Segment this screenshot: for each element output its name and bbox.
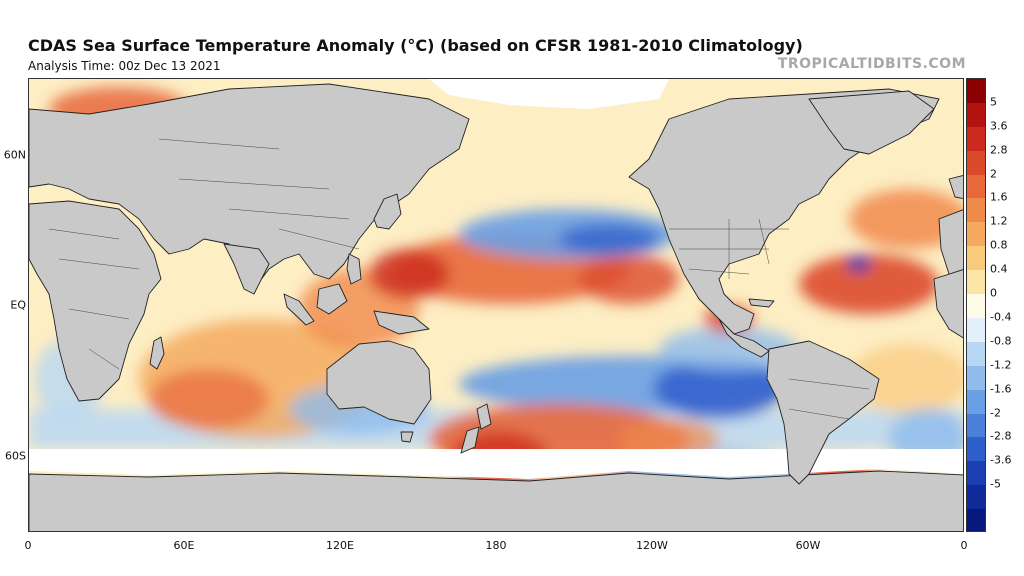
colorbar-swatch bbox=[967, 246, 985, 271]
colorbar-label: 2.8 bbox=[990, 143, 1008, 157]
colorbar-swatch bbox=[967, 294, 985, 319]
lon-label-60e: 60E bbox=[173, 539, 195, 552]
australia bbox=[326, 340, 432, 425]
new-guinea bbox=[373, 310, 430, 335]
tasmania bbox=[400, 431, 414, 443]
colorbar-swatch bbox=[967, 485, 985, 510]
colorbar-swatch bbox=[967, 389, 985, 415]
british-isles bbox=[948, 175, 963, 200]
colorbar-label: 5 bbox=[990, 95, 997, 109]
colorbar-label: -1.6 bbox=[990, 382, 1012, 396]
madagascar bbox=[149, 336, 165, 370]
colorbar-swatch bbox=[967, 270, 985, 295]
map-title: CDAS Sea Surface Temperature Anomaly (°C… bbox=[28, 36, 803, 55]
colorbar-label: -3.6 bbox=[990, 453, 1012, 467]
colorbar-label: 1.6 bbox=[990, 190, 1008, 204]
colorbar bbox=[966, 78, 986, 532]
antarctica bbox=[29, 470, 963, 531]
lon-label-180: 180 bbox=[485, 539, 507, 552]
colorbar-swatch bbox=[967, 317, 985, 343]
borneo bbox=[316, 283, 348, 315]
central-america bbox=[718, 318, 770, 358]
lat-label-60n: 60N bbox=[3, 148, 26, 162]
sumatra bbox=[283, 293, 315, 326]
colorbar-label: 3.6 bbox=[990, 119, 1008, 133]
country-borders bbox=[48, 138, 870, 420]
africa-west-edge bbox=[933, 269, 963, 339]
north-atlantic-cold-spot bbox=[847, 256, 871, 272]
east-pacific-cold bbox=[654, 359, 784, 419]
lon-label-120e: 120E bbox=[326, 539, 354, 552]
new-zealand-north bbox=[476, 403, 492, 430]
colorbar-label: -0.8 bbox=[990, 334, 1012, 348]
ne-pacific-warm bbox=[579, 254, 679, 304]
colorbar-label: -5 bbox=[990, 477, 1001, 491]
lon-label-0-east: 0 bbox=[960, 539, 968, 552]
colorbar-label: 2 bbox=[990, 167, 997, 181]
site-credit: TROPICALTIDBITS.COM bbox=[777, 56, 966, 72]
colorbar-label: 0.8 bbox=[990, 238, 1008, 252]
colorbar-swatch bbox=[967, 341, 985, 367]
colorbar-swatch bbox=[967, 413, 985, 438]
colorbar-swatch bbox=[967, 437, 985, 462]
sst-anomaly-map bbox=[28, 78, 964, 532]
philippines bbox=[346, 253, 362, 285]
greenland bbox=[808, 90, 935, 155]
colorbar-swatch bbox=[967, 79, 985, 104]
north-atlantic-warm bbox=[799, 254, 939, 314]
lon-label-0-west: 0 bbox=[24, 539, 32, 552]
colorbar-swatch bbox=[967, 150, 985, 176]
colorbar-swatch bbox=[967, 174, 985, 199]
subtropical-e-pacific-cool bbox=[659, 327, 799, 371]
cuba bbox=[748, 298, 775, 308]
colorbar-label: -2.8 bbox=[990, 429, 1012, 443]
japan bbox=[373, 193, 402, 230]
south-america bbox=[766, 340, 880, 485]
analysis-time: Analysis Time: 00z Dec 13 2021 bbox=[28, 59, 221, 73]
tropical-atlantic bbox=[849, 344, 963, 414]
colorbar-swatch bbox=[967, 102, 985, 128]
colorbar-swatch bbox=[967, 198, 985, 223]
land bbox=[29, 83, 963, 531]
colorbar-swatch bbox=[967, 222, 985, 247]
colorbar-swatch bbox=[967, 365, 985, 391]
india bbox=[223, 243, 270, 295]
colorbar-swatch bbox=[967, 126, 985, 152]
colorbar-label: 0.4 bbox=[990, 262, 1008, 276]
lat-label-60s: 60S bbox=[5, 449, 26, 463]
lon-label-120w: 120W bbox=[636, 539, 668, 552]
indian-ocean-hot bbox=[149, 369, 269, 429]
colorbar-label: 0 bbox=[990, 286, 997, 300]
lon-label-60w: 60W bbox=[795, 539, 821, 552]
colorbar-swatch bbox=[967, 461, 985, 486]
colorbar-label: -0.4 bbox=[990, 310, 1012, 324]
lat-label-eq: EQ bbox=[10, 298, 26, 312]
subpolar-atlantic-warm bbox=[849, 189, 963, 249]
colorbar-swatch bbox=[967, 509, 985, 531]
eurasia bbox=[29, 83, 470, 290]
map-canvas bbox=[29, 79, 963, 531]
new-zealand-south bbox=[460, 426, 480, 454]
nw-pacific-hot bbox=[369, 249, 449, 299]
colorbar-label: 1.2 bbox=[990, 214, 1008, 228]
africa bbox=[29, 200, 162, 402]
colorbar-label: -2 bbox=[990, 406, 1001, 420]
colorbar-label: -1.2 bbox=[990, 358, 1012, 372]
gulf-alaska-cold bbox=[559, 224, 659, 254]
